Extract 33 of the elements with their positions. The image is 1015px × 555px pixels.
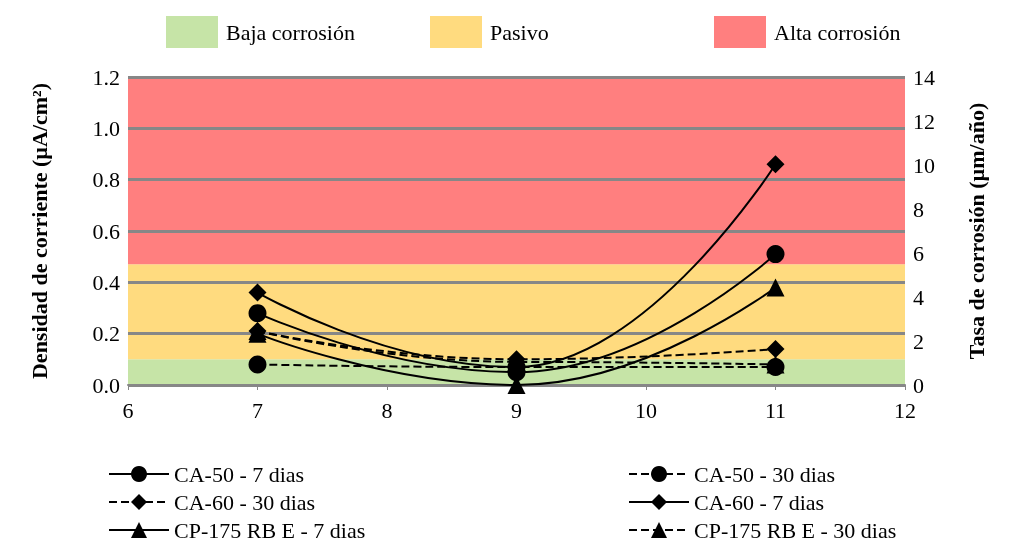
y-axis-title: Densidad de corriente (µA/cm²) [26, 82, 52, 380]
x-tick-label: 7 [252, 397, 263, 423]
y-tick-label: 1.0 [92, 115, 120, 141]
y2-tick-label: 2 [913, 328, 924, 354]
y-tick-label: 0.4 [92, 269, 120, 295]
legend-label: CA-50 - 30 dias [694, 461, 836, 487]
x-tick-label: 8 [381, 397, 393, 423]
x-tick-label: 12 [894, 397, 916, 423]
y2-tick-label: 8 [913, 196, 924, 222]
y2-tick-label: 6 [913, 240, 924, 266]
y-tick-label: 0.2 [92, 321, 120, 347]
legend-label: CA-50 - 7 dias [174, 461, 305, 487]
legend-label: CP-175 RB E - 30 dias [694, 517, 897, 543]
legend-label: CA-60 - 30 dias [174, 489, 316, 515]
legend-label: CP-175 RB E - 7 dias [174, 517, 366, 543]
legend-label: CA-60 - 7 dias [694, 489, 825, 515]
y-tick-label: 0.6 [92, 218, 120, 244]
x-tick-label: 9 [511, 397, 522, 423]
x-tick-label: 11 [764, 397, 787, 423]
y-tick-label: 0.0 [92, 372, 120, 398]
y2-axis-title: Tasa de corrosión (µm/año) [963, 102, 989, 360]
x-tick-label: 10 [635, 397, 657, 423]
y2-tick-label: 14 [913, 64, 935, 90]
y-tick-label: 1.2 [92, 64, 120, 90]
legend-label: Baja corrosión [226, 19, 355, 45]
y2-tick-label: 10 [913, 152, 935, 178]
legend-label: Pasivo [490, 19, 549, 45]
y2-tick-label: 12 [913, 108, 935, 134]
x-tick-label: 6 [122, 397, 134, 423]
y2-tick-label: 0 [913, 372, 924, 398]
y2-tick-label: 4 [913, 284, 924, 310]
legend-label: Alta corrosión [774, 19, 901, 45]
y-tick-label: 0.8 [92, 167, 120, 193]
